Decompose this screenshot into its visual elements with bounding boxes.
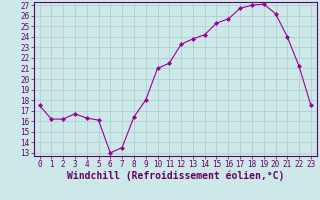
X-axis label: Windchill (Refroidissement éolien,°C): Windchill (Refroidissement éolien,°C) — [67, 171, 284, 181]
